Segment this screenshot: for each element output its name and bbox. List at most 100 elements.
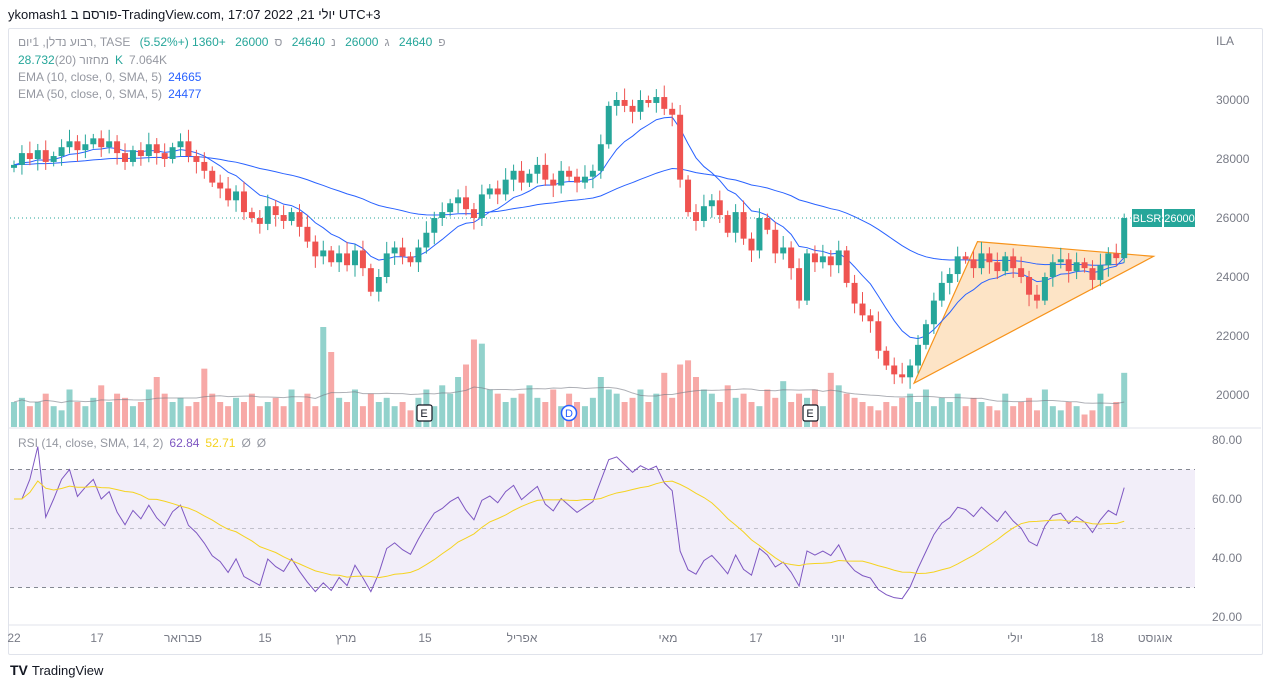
legend-volume[interactable]: מחזור (20)28.732K 7.064K — [18, 53, 173, 67]
candle-body — [613, 100, 620, 106]
candle — [359, 240, 366, 277]
candle-body — [558, 170, 565, 186]
volume-bar — [748, 402, 755, 427]
candle-body — [272, 206, 279, 216]
volume-bar — [1010, 406, 1017, 427]
legend-ohlc: רבוע נדלן, 1יום, TASE פ 24640 ג 26000 נ 246… — [18, 35, 452, 49]
candle-body — [34, 150, 41, 159]
ema10-value: 24665 — [168, 70, 202, 84]
tradingview-logo[interactable]: TV TradingView — [10, 662, 103, 678]
candle — [248, 207, 255, 223]
volume-bar — [859, 402, 866, 427]
volume-bar — [946, 402, 953, 427]
volume-bar — [772, 397, 779, 427]
price-tick-label: 26000 — [1216, 211, 1250, 225]
candle — [558, 161, 565, 194]
candle-body — [970, 259, 977, 269]
candle — [217, 174, 224, 199]
candle — [780, 235, 787, 260]
candle — [1033, 284, 1040, 309]
candle — [716, 190, 723, 224]
volume-bar — [1097, 393, 1104, 427]
candle-body — [90, 138, 97, 145]
price-tick-label: 28000 — [1216, 152, 1250, 166]
candle-body — [185, 141, 192, 157]
open-value: 24640 — [398, 35, 433, 49]
legend-rsi[interactable]: RSI (14, close, SMA, 14, 2) 62.84 52.71 Ø Ø — [18, 436, 272, 450]
candle-body — [819, 256, 826, 263]
volume-bar — [1081, 414, 1088, 427]
chart-header-title: ykomash1 פורסם ב-TradingView.com, 17:07 … — [8, 7, 381, 22]
rsi-value: 62.84 — [169, 436, 200, 450]
symbol-tag: BLSR — [1133, 213, 1162, 225]
candle-body — [455, 197, 462, 204]
candle — [225, 176, 232, 207]
volume-bar — [542, 402, 549, 427]
candle-body — [153, 144, 160, 154]
volume-bar — [248, 393, 255, 427]
volume-bar — [217, 402, 224, 427]
volume-bar — [470, 339, 477, 427]
candle — [209, 166, 216, 188]
legend-ema10[interactable]: EMA (10, close, 0, SMA, 5) 24665 — [18, 70, 207, 84]
candle-body — [391, 247, 398, 254]
earnings-marker: E — [802, 404, 819, 422]
candle-body — [114, 141, 121, 154]
candle-body — [756, 218, 763, 251]
volume-bar — [756, 406, 763, 427]
candle-body — [1073, 262, 1080, 272]
candle — [391, 241, 398, 265]
candle — [653, 89, 660, 113]
candle — [351, 244, 358, 277]
dividend-marker-bg — [560, 404, 578, 422]
volume-bar — [407, 410, 414, 427]
candle-body — [74, 141, 81, 151]
candle-body — [415, 247, 422, 263]
candle — [129, 145, 136, 167]
candle — [383, 241, 390, 284]
candle — [1049, 254, 1056, 287]
rsi-extra-2: Ø — [256, 436, 267, 450]
volume-bar — [18, 397, 25, 427]
candle — [256, 210, 263, 234]
candle-body — [407, 256, 414, 263]
legend-symbol[interactable]: רבוע נדלן, 1יום, TASE — [18, 35, 131, 49]
volume-bar — [962, 406, 969, 427]
volume-bar — [1121, 372, 1128, 427]
volume-bar — [637, 389, 644, 427]
candle-body — [732, 212, 739, 233]
candle-body — [629, 105, 636, 112]
open-label: פ — [438, 35, 446, 49]
volume-bar — [1073, 406, 1080, 427]
candle — [574, 168, 581, 193]
volume-bar — [486, 389, 493, 427]
volume-bar — [1041, 389, 1048, 427]
candle-body — [486, 188, 493, 195]
candle-body — [581, 176, 588, 183]
candle-body — [201, 161, 208, 171]
volume-bar — [26, 406, 33, 427]
time-tick-label: פברואר — [164, 631, 202, 645]
high-label: ג — [384, 35, 390, 49]
candle — [819, 244, 826, 269]
legend-ema50[interactable]: EMA (50, close, 0, SMA, 5) 24477 — [18, 87, 207, 101]
rsi-tick-label: 20.00 — [1212, 610, 1242, 624]
rsi-line — [14, 446, 1125, 600]
volume-label: מחזור (20) — [54, 53, 109, 67]
candle-body — [859, 303, 866, 316]
volume-bar — [692, 377, 699, 427]
volume-bar — [225, 406, 232, 427]
volume-bar — [233, 397, 240, 427]
candle-body — [169, 147, 176, 159]
volume-bar — [153, 377, 160, 427]
brand-name: TradingView — [31, 662, 104, 678]
candle-body — [1113, 253, 1120, 259]
volume-bar — [82, 406, 89, 427]
volume-bar — [645, 402, 652, 427]
price-tick-label: 22000 — [1216, 329, 1250, 343]
candle — [399, 237, 406, 265]
candle-body — [98, 138, 105, 148]
candle — [185, 129, 192, 163]
marker-label: E — [806, 408, 813, 420]
